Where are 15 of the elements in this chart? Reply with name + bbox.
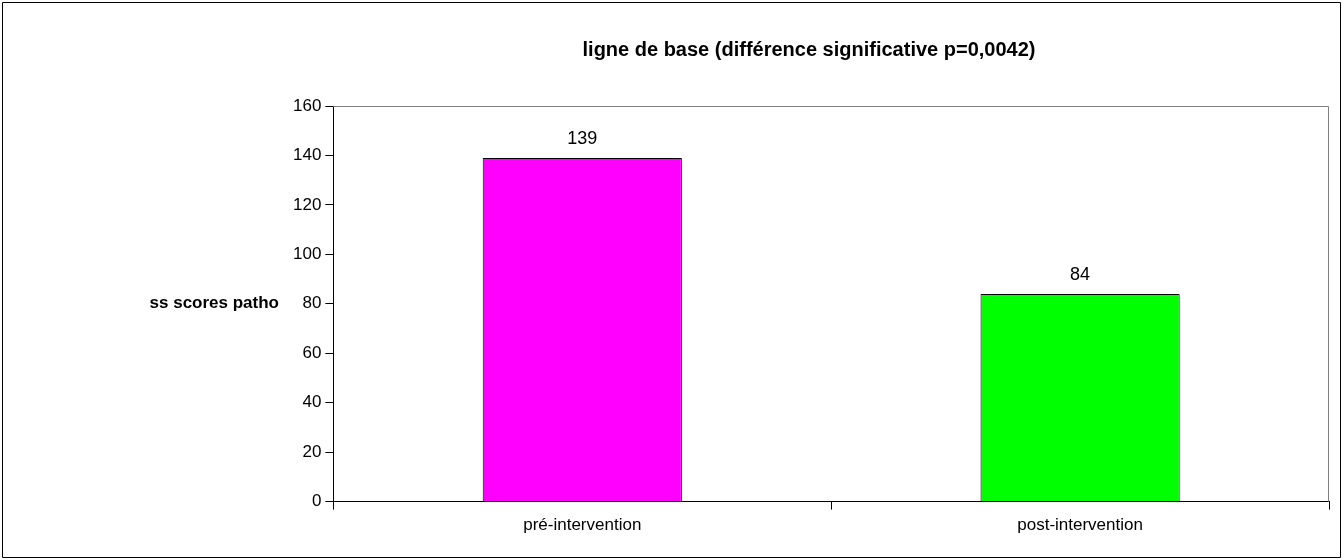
x-tick-label: pré-intervention bbox=[523, 515, 642, 535]
x-tick-label: post-intervention bbox=[1017, 515, 1143, 535]
y-tick-label: 0 bbox=[311, 491, 322, 511]
y-tick-label: 60 bbox=[302, 342, 322, 362]
chart-title: ligne de base (différence significative p=0,0042) bbox=[582, 37, 1036, 60]
y-tick-label: 40 bbox=[302, 392, 322, 412]
data-label: 84 bbox=[1070, 263, 1091, 284]
y-tick-label: 120 bbox=[292, 194, 322, 214]
y-tick-label: 20 bbox=[302, 441, 322, 461]
y-axis-title: ss scores patho bbox=[149, 293, 279, 313]
y-tick-label: 80 bbox=[302, 293, 322, 313]
data-label: 139 bbox=[567, 127, 598, 148]
y-tick-label: 140 bbox=[292, 145, 322, 165]
y-tick-label: 100 bbox=[292, 244, 322, 264]
y-tick-label: 160 bbox=[292, 95, 322, 115]
